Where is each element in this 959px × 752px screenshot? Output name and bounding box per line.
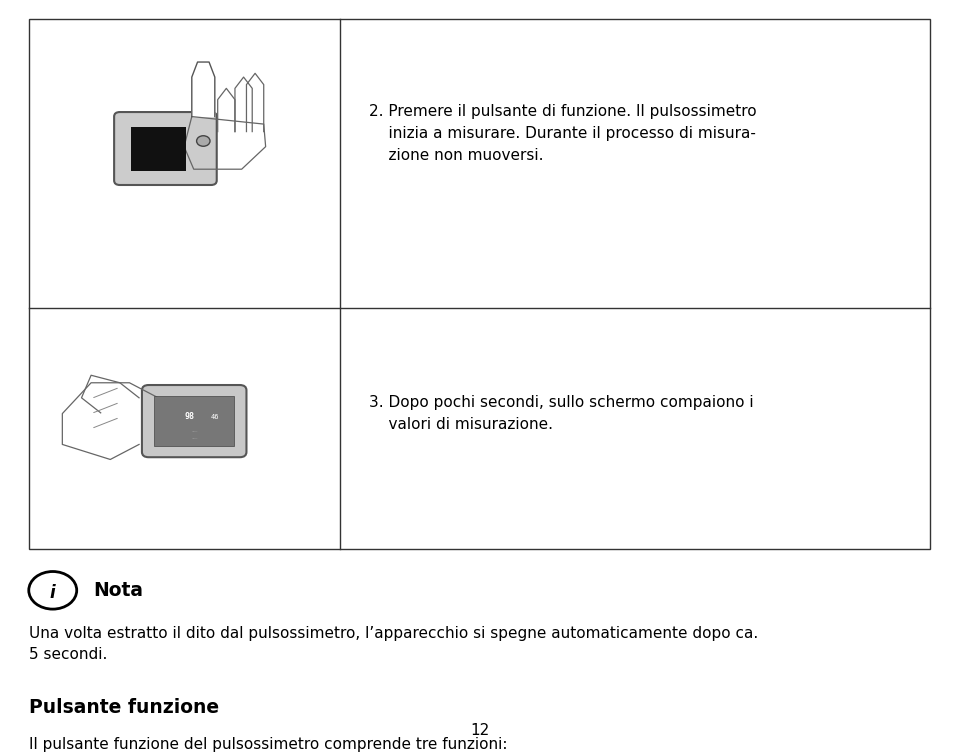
Text: 98: 98 bbox=[184, 412, 195, 421]
Text: Il pulsante funzione del pulsossimetro comprende tre funzioni:: Il pulsante funzione del pulsossimetro c… bbox=[29, 737, 507, 752]
Circle shape bbox=[29, 572, 77, 609]
Text: 2. Premere il pulsante di funzione. Il pulsossimetro
    inizia a misurare. Dura: 2. Premere il pulsante di funzione. Il p… bbox=[369, 105, 757, 162]
Polygon shape bbox=[62, 383, 158, 459]
Text: ___: ___ bbox=[191, 435, 198, 440]
Circle shape bbox=[197, 135, 210, 147]
Bar bbox=[154, 396, 234, 446]
FancyBboxPatch shape bbox=[142, 385, 246, 457]
Text: Una volta estratto il dito dal pulsossimetro, l’apparecchio si spegne automatica: Una volta estratto il dito dal pulsossim… bbox=[29, 626, 758, 663]
Polygon shape bbox=[192, 62, 215, 117]
Polygon shape bbox=[246, 73, 264, 132]
Polygon shape bbox=[218, 88, 235, 132]
Text: 3. Dopo pochi secondi, sullo schermo compaiono i
    valori di misurazione.: 3. Dopo pochi secondi, sullo schermo com… bbox=[369, 396, 754, 432]
Text: ___: ___ bbox=[191, 428, 198, 432]
Polygon shape bbox=[184, 117, 266, 169]
Text: i: i bbox=[50, 584, 56, 602]
Text: 12: 12 bbox=[470, 723, 489, 738]
Polygon shape bbox=[82, 375, 149, 413]
Text: Pulsante funzione: Pulsante funzione bbox=[29, 698, 219, 717]
Bar bbox=[131, 126, 186, 171]
Polygon shape bbox=[235, 77, 252, 132]
Text: 46: 46 bbox=[211, 414, 220, 420]
FancyBboxPatch shape bbox=[114, 112, 217, 185]
Bar bbox=[29, 19, 930, 549]
Text: Nota: Nota bbox=[93, 581, 143, 600]
